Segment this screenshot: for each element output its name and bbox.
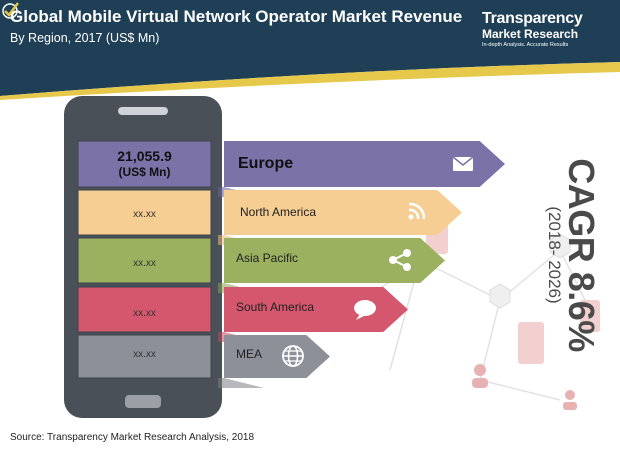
south-america-value: xx.xx (133, 308, 156, 319)
phone-speaker (118, 107, 168, 115)
logo-check-icon (2, 2, 19, 19)
europe-value-number: 21,055.9 (117, 148, 172, 164)
asia-pacific-arrow-bar (224, 238, 445, 283)
europe-value-unit: (US$ Mn) (118, 165, 171, 179)
asia-pacific-label: Asia Pacific (236, 251, 299, 265)
company-logo: Transparency Market Research In-depth An… (482, 10, 583, 48)
mea-label: MEA (236, 347, 263, 361)
source-note: Source: Transparency Market Research Ana… (10, 432, 255, 443)
europe-arrow-bar (224, 141, 505, 187)
cagr-value: CAGR 8.6% (561, 158, 602, 352)
rss-icon (408, 202, 426, 220)
north-america-value: xx.xx (133, 209, 156, 220)
north-america-screen-cell (77, 189, 212, 236)
europe-label: Europe (238, 155, 294, 172)
cagr-callout: CAGR 8.6% (2018- 2026) (532, 145, 612, 365)
south-america-screen-cell (77, 286, 212, 333)
mea-arrow-bar (224, 335, 330, 378)
europe-value: 21,055.9 (US$ Mn) (78, 148, 211, 180)
logo-line-2: Market Research (482, 27, 579, 41)
europe-screen-cell (77, 140, 212, 188)
envelope-icon (452, 156, 474, 171)
chart-title: Global Mobile Virtual Network Operator M… (10, 7, 463, 26)
share-icon (389, 249, 411, 271)
globe-icon (282, 345, 304, 367)
south-america-label: South America (236, 300, 315, 314)
logo-line-1: Transparency (482, 10, 583, 27)
south-america-arrow-bar (224, 287, 408, 332)
north-america-label: North America (240, 205, 317, 219)
mea-arrow-shadow (218, 378, 264, 388)
asia-pacific-screen-cell (77, 237, 212, 284)
header-banner: Global Mobile Virtual Network Operator M… (0, 0, 620, 100)
logo-tagline: In-depth Analysis. Accurate Results (482, 42, 569, 48)
mea-value: xx.xx (133, 349, 156, 360)
speech-bubble-icon (354, 300, 376, 320)
mea-screen-cell (77, 334, 212, 379)
phone-home-button (125, 395, 161, 408)
asia-pacific-value: xx.xx (133, 258, 156, 269)
chart-subtitle: By Region, 2017 (US$ Mn) (10, 31, 160, 45)
north-america-arrow-bar (224, 190, 462, 235)
